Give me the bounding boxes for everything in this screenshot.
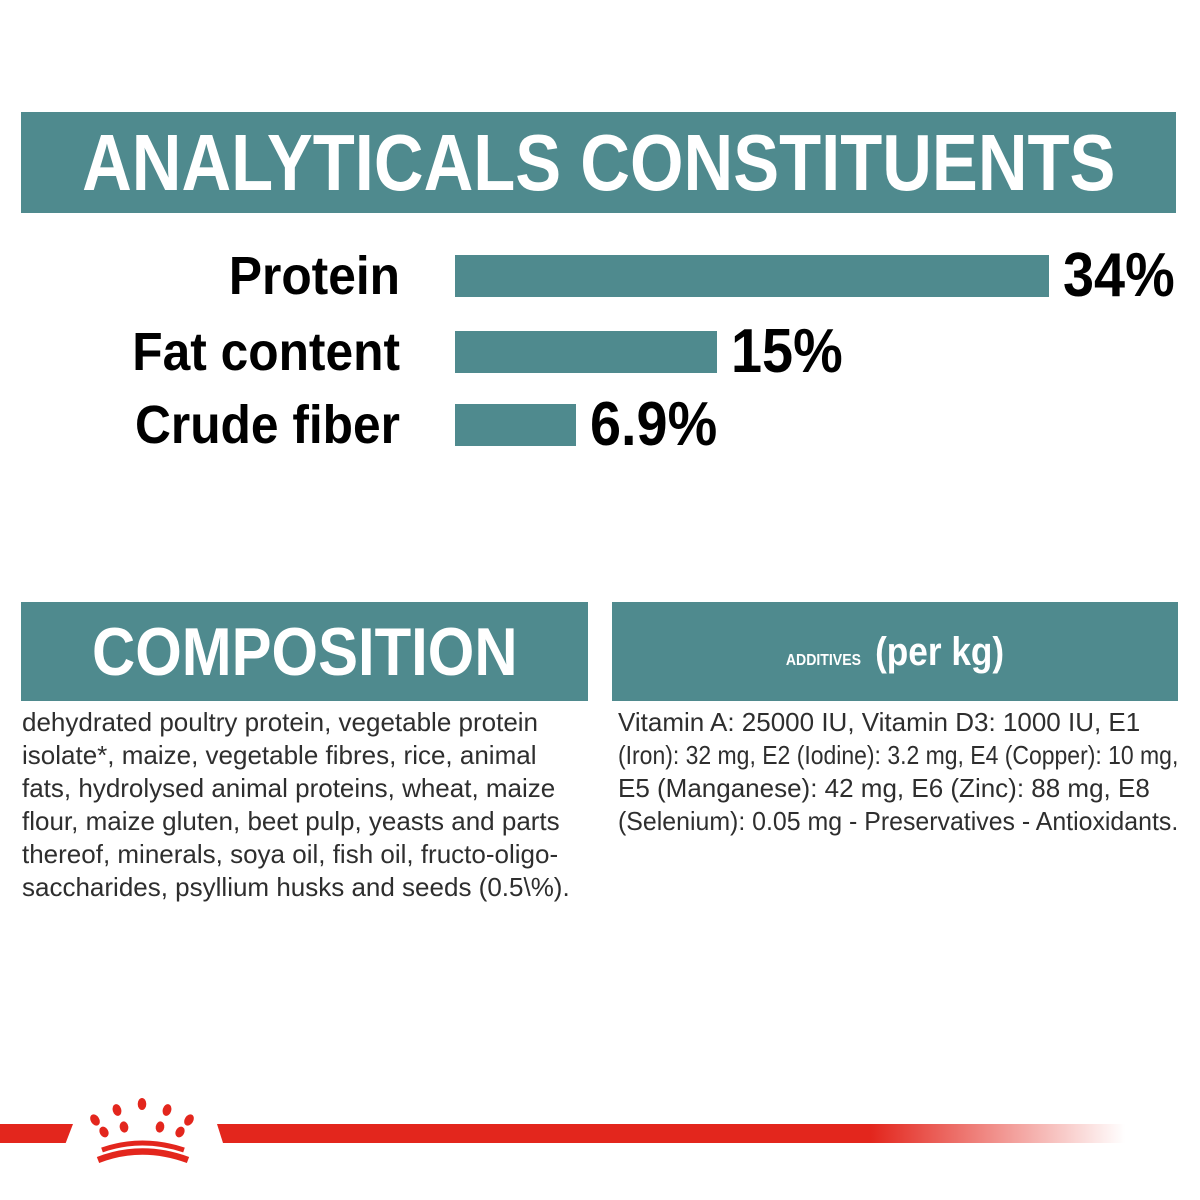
chart-value-fat-content: 15% xyxy=(731,317,843,386)
composition-text: dehydrated poultry protein, vegetable pr… xyxy=(22,706,570,904)
chart-value-protein: 34% xyxy=(1063,241,1175,310)
composition-title: COMPOSITION xyxy=(91,613,518,690)
additives-text: Vitamin A: 25000 IU, Vitamin D3: 1000 IU… xyxy=(618,706,1178,838)
additives-line: (Iron): 32 mg, E2 (Iodine): 3.2 mg, E4 (… xyxy=(618,740,1179,770)
red-divider-right xyxy=(217,1124,1125,1143)
additives-header-bar: ADDITIVES (per kg) xyxy=(612,602,1178,701)
composition-line: flour, maize gluten, beet pulp, yeasts a… xyxy=(22,806,560,836)
composition-header-bar: COMPOSITION xyxy=(21,602,588,701)
analyticals-header-bar: ANALYTICALS CONSTITUENTS xyxy=(21,112,1176,213)
additives-line: (Selenium): 0.05 mg - Preservatives - An… xyxy=(618,806,1179,836)
red-divider-left xyxy=(0,1124,73,1143)
additives-line: E5 (Manganese): 42 mg, E6 (Zinc): 88 mg,… xyxy=(618,773,1150,803)
chart-row-fat-content: Fat content 15% xyxy=(0,317,1200,386)
chart-bar-protein xyxy=(455,255,1049,297)
additives-title: ADDITIVES xyxy=(785,651,861,669)
chart-value-crude-fiber: 6.9% xyxy=(589,390,717,459)
chart-label-fat-content: Fat content xyxy=(132,322,400,382)
additives-line: Vitamin A: 25000 IU, Vitamin D3: 1000 IU… xyxy=(618,707,1141,737)
chart-bar-crude-fiber xyxy=(455,404,576,446)
royal-canin-crown-icon xyxy=(90,1098,194,1164)
additives-unit-label: (per kg) xyxy=(875,629,1005,674)
chart-label-crude-fiber: Crude fiber xyxy=(134,395,400,455)
chart-label-protein: Protein xyxy=(228,246,400,306)
constituents-bar-chart: Protein 34% Fat content 15% Crude fiber … xyxy=(0,241,1200,459)
chart-row-protein: Protein 34% xyxy=(0,241,1200,310)
additives-title-group: ADDITIVES (per kg) xyxy=(786,632,1004,672)
chart-row-crude-fiber: Crude fiber 6.9% xyxy=(0,390,1200,459)
composition-line: fats, hydrolysed animal proteins, wheat,… xyxy=(22,773,556,803)
composition-line: dehydrated poultry protein, vegetable pr… xyxy=(22,707,539,737)
analyticals-title: ANALYTICALS CONSTITUENTS xyxy=(81,117,1116,207)
composition-line: thereof, minerals, soya oil, fish oil, f… xyxy=(22,839,559,869)
composition-line: isolate*, maize, vegetable fibres, rice,… xyxy=(22,740,537,770)
chart-bar-fat-content xyxy=(455,331,718,373)
composition-line: saccharides, psyllium husks and seeds (0… xyxy=(22,872,570,902)
